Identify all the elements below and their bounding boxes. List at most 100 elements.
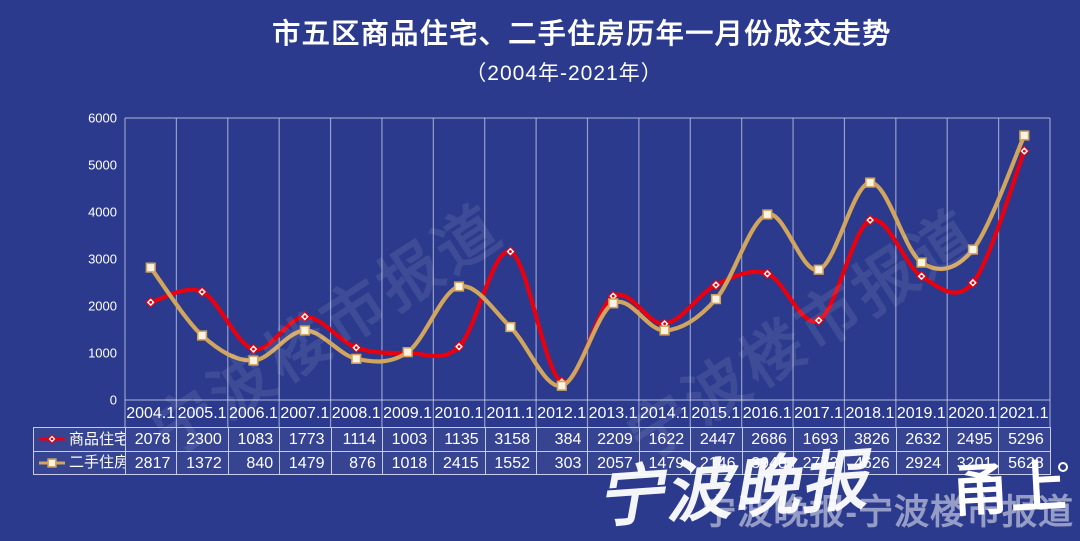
value-cell: 2686 bbox=[742, 428, 794, 452]
year-header-row: 2004.1 2005.1 2006.1 2007.1 2008.1 2009.1 2010… bbox=[33, 400, 1051, 427]
square-marker bbox=[248, 355, 259, 366]
value-cell: 1135 bbox=[434, 428, 486, 452]
square-marker bbox=[967, 244, 979, 255]
square-marker bbox=[402, 347, 413, 358]
y-axis-tick: 3000 bbox=[88, 252, 117, 267]
value-cell: 2772 bbox=[793, 451, 846, 475]
legend-label: 二手住房 bbox=[69, 454, 126, 472]
diamond-marker-dot bbox=[971, 281, 975, 285]
x-axis-label: 2021.1 bbox=[999, 405, 1049, 422]
square-marker bbox=[145, 262, 156, 273]
value-cell: 2415 bbox=[434, 451, 486, 475]
diamond-marker-dot bbox=[200, 290, 204, 294]
legend-square-icon bbox=[39, 458, 65, 468]
square-marker bbox=[453, 281, 465, 292]
value-cell: 5628 bbox=[999, 451, 1051, 475]
diamond-marker-dot bbox=[663, 322, 666, 326]
diamond-marker-dot bbox=[611, 294, 615, 298]
value-cell: 840 bbox=[228, 451, 281, 475]
value-cell: 1693 bbox=[793, 428, 846, 452]
x-axis-label: 2014.1 bbox=[639, 405, 689, 422]
value-cell: 4626 bbox=[845, 451, 897, 475]
value-cell: 2209 bbox=[588, 428, 640, 452]
square-marker bbox=[608, 298, 619, 309]
square-marker bbox=[505, 321, 516, 333]
square-marker bbox=[762, 209, 773, 220]
value-cell: 2078 bbox=[126, 428, 178, 452]
value-cell: 5296 bbox=[999, 428, 1051, 452]
value-cell: 303 bbox=[537, 451, 589, 475]
bottom-watermark: 宁波晚报-宁波楼市报道 bbox=[701, 493, 1074, 532]
diamond-marker-dot bbox=[1022, 149, 1026, 153]
value-cell: 1114 bbox=[331, 428, 383, 452]
legend-label: 商品住宅 bbox=[69, 430, 126, 448]
x-axis-label: 2017.1 bbox=[794, 405, 844, 422]
square-marker bbox=[351, 353, 362, 364]
x-axis-label: 2018.1 bbox=[845, 405, 895, 422]
line-chart: 0 1000 2000 3000 4000 5000 6000 bbox=[88, 111, 1051, 427]
value-cell: 2146 bbox=[691, 451, 743, 475]
badge-watermark: 甬上 bbox=[950, 454, 1070, 523]
value-cell: 384 bbox=[537, 428, 589, 452]
x-axis-label: 2007.1 bbox=[280, 405, 330, 422]
table-row: 商品住宅 2078 2300 1083 1773 1114 1003 1135 3158 384 2… bbox=[34, 428, 1051, 452]
value-cell: 2817 bbox=[126, 451, 178, 475]
diamond-marker-dot bbox=[149, 300, 153, 304]
diamond-marker-dot bbox=[920, 274, 923, 278]
square-marker bbox=[916, 257, 927, 268]
diamond-marker-dot bbox=[868, 218, 872, 222]
value-cell: 876 bbox=[331, 451, 383, 475]
square-marker bbox=[813, 264, 824, 275]
x-axis-label: 2020.1 bbox=[948, 405, 998, 422]
square-marker bbox=[1019, 130, 1030, 141]
page-subtitle: （2004年-2021年） bbox=[465, 62, 663, 85]
x-axis-label: 2011.1 bbox=[486, 405, 535, 422]
y-axis-tick: 5000 bbox=[88, 158, 117, 173]
value-cell: 2300 bbox=[177, 428, 229, 452]
page-title: 市五区商品住宅、二手住房历年一月份成交走势 bbox=[272, 18, 892, 49]
value-cell: 2447 bbox=[691, 428, 743, 452]
value-cell: 1018 bbox=[382, 451, 435, 475]
square-marker bbox=[47, 458, 57, 468]
table-body: 商品住宅 2078 2300 1083 1773 1114 1003 1135 3158 384 2… bbox=[33, 427, 1051, 475]
x-axis-label: 2019.1 bbox=[896, 405, 946, 422]
value-cell: 3158 bbox=[485, 428, 537, 452]
diamond-marker-dot bbox=[50, 437, 54, 441]
value-cell: 1479 bbox=[280, 451, 332, 475]
x-axis-label: 2009.1 bbox=[383, 405, 433, 422]
value-cell: 1372 bbox=[177, 451, 229, 475]
value-cell: 2632 bbox=[896, 428, 948, 452]
diamond-marker-dot bbox=[303, 315, 307, 319]
square-marker bbox=[865, 177, 876, 188]
square-marker bbox=[556, 380, 567, 391]
value-cell: 2924 bbox=[896, 451, 948, 475]
signature-watermark: 宁波晚报 bbox=[594, 442, 871, 536]
diamond-marker-dot bbox=[509, 250, 512, 253]
value-cell: 1003 bbox=[382, 428, 435, 452]
x-axis-label: 2013.1 bbox=[588, 405, 638, 422]
y-axis-tick: 2000 bbox=[88, 299, 117, 314]
diamond-marker-dot bbox=[252, 347, 255, 351]
y-axis-tick: 6000 bbox=[88, 111, 117, 126]
y-axis-tick: 4000 bbox=[88, 205, 117, 220]
x-axis-label: 2010.1 bbox=[434, 405, 484, 422]
legend-item: 二手住房 bbox=[34, 451, 126, 475]
x-axis-label: 2012.1 bbox=[537, 405, 587, 422]
table-corner-cell bbox=[33, 400, 125, 427]
diamond-marker-dot bbox=[765, 272, 769, 276]
value-cell: 3201 bbox=[948, 451, 1000, 475]
square-marker bbox=[659, 325, 670, 336]
data-table: 2004.1 2005.1 2006.1 2007.1 2008.1 2009.1 2010… bbox=[33, 400, 1051, 475]
x-axis-label: 2016.1 bbox=[742, 405, 792, 422]
square-marker bbox=[710, 294, 722, 305]
x-axis-label: 2004.1 bbox=[126, 405, 176, 422]
diamond-marker-dot bbox=[817, 319, 821, 322]
x-axis-label: 2015.1 bbox=[691, 405, 741, 422]
value-cell: 1773 bbox=[280, 428, 332, 452]
legend-item: 商品住宅 bbox=[34, 428, 126, 452]
value-cell: 1083 bbox=[228, 428, 281, 452]
value-cell: 3826 bbox=[845, 428, 897, 452]
legend-diamond-icon bbox=[39, 434, 65, 445]
table-row: 二手住房 2817 1372 840 1479 876 1018 2415 1552 303 205… bbox=[34, 451, 1051, 475]
diamond-marker-dot bbox=[354, 346, 358, 350]
